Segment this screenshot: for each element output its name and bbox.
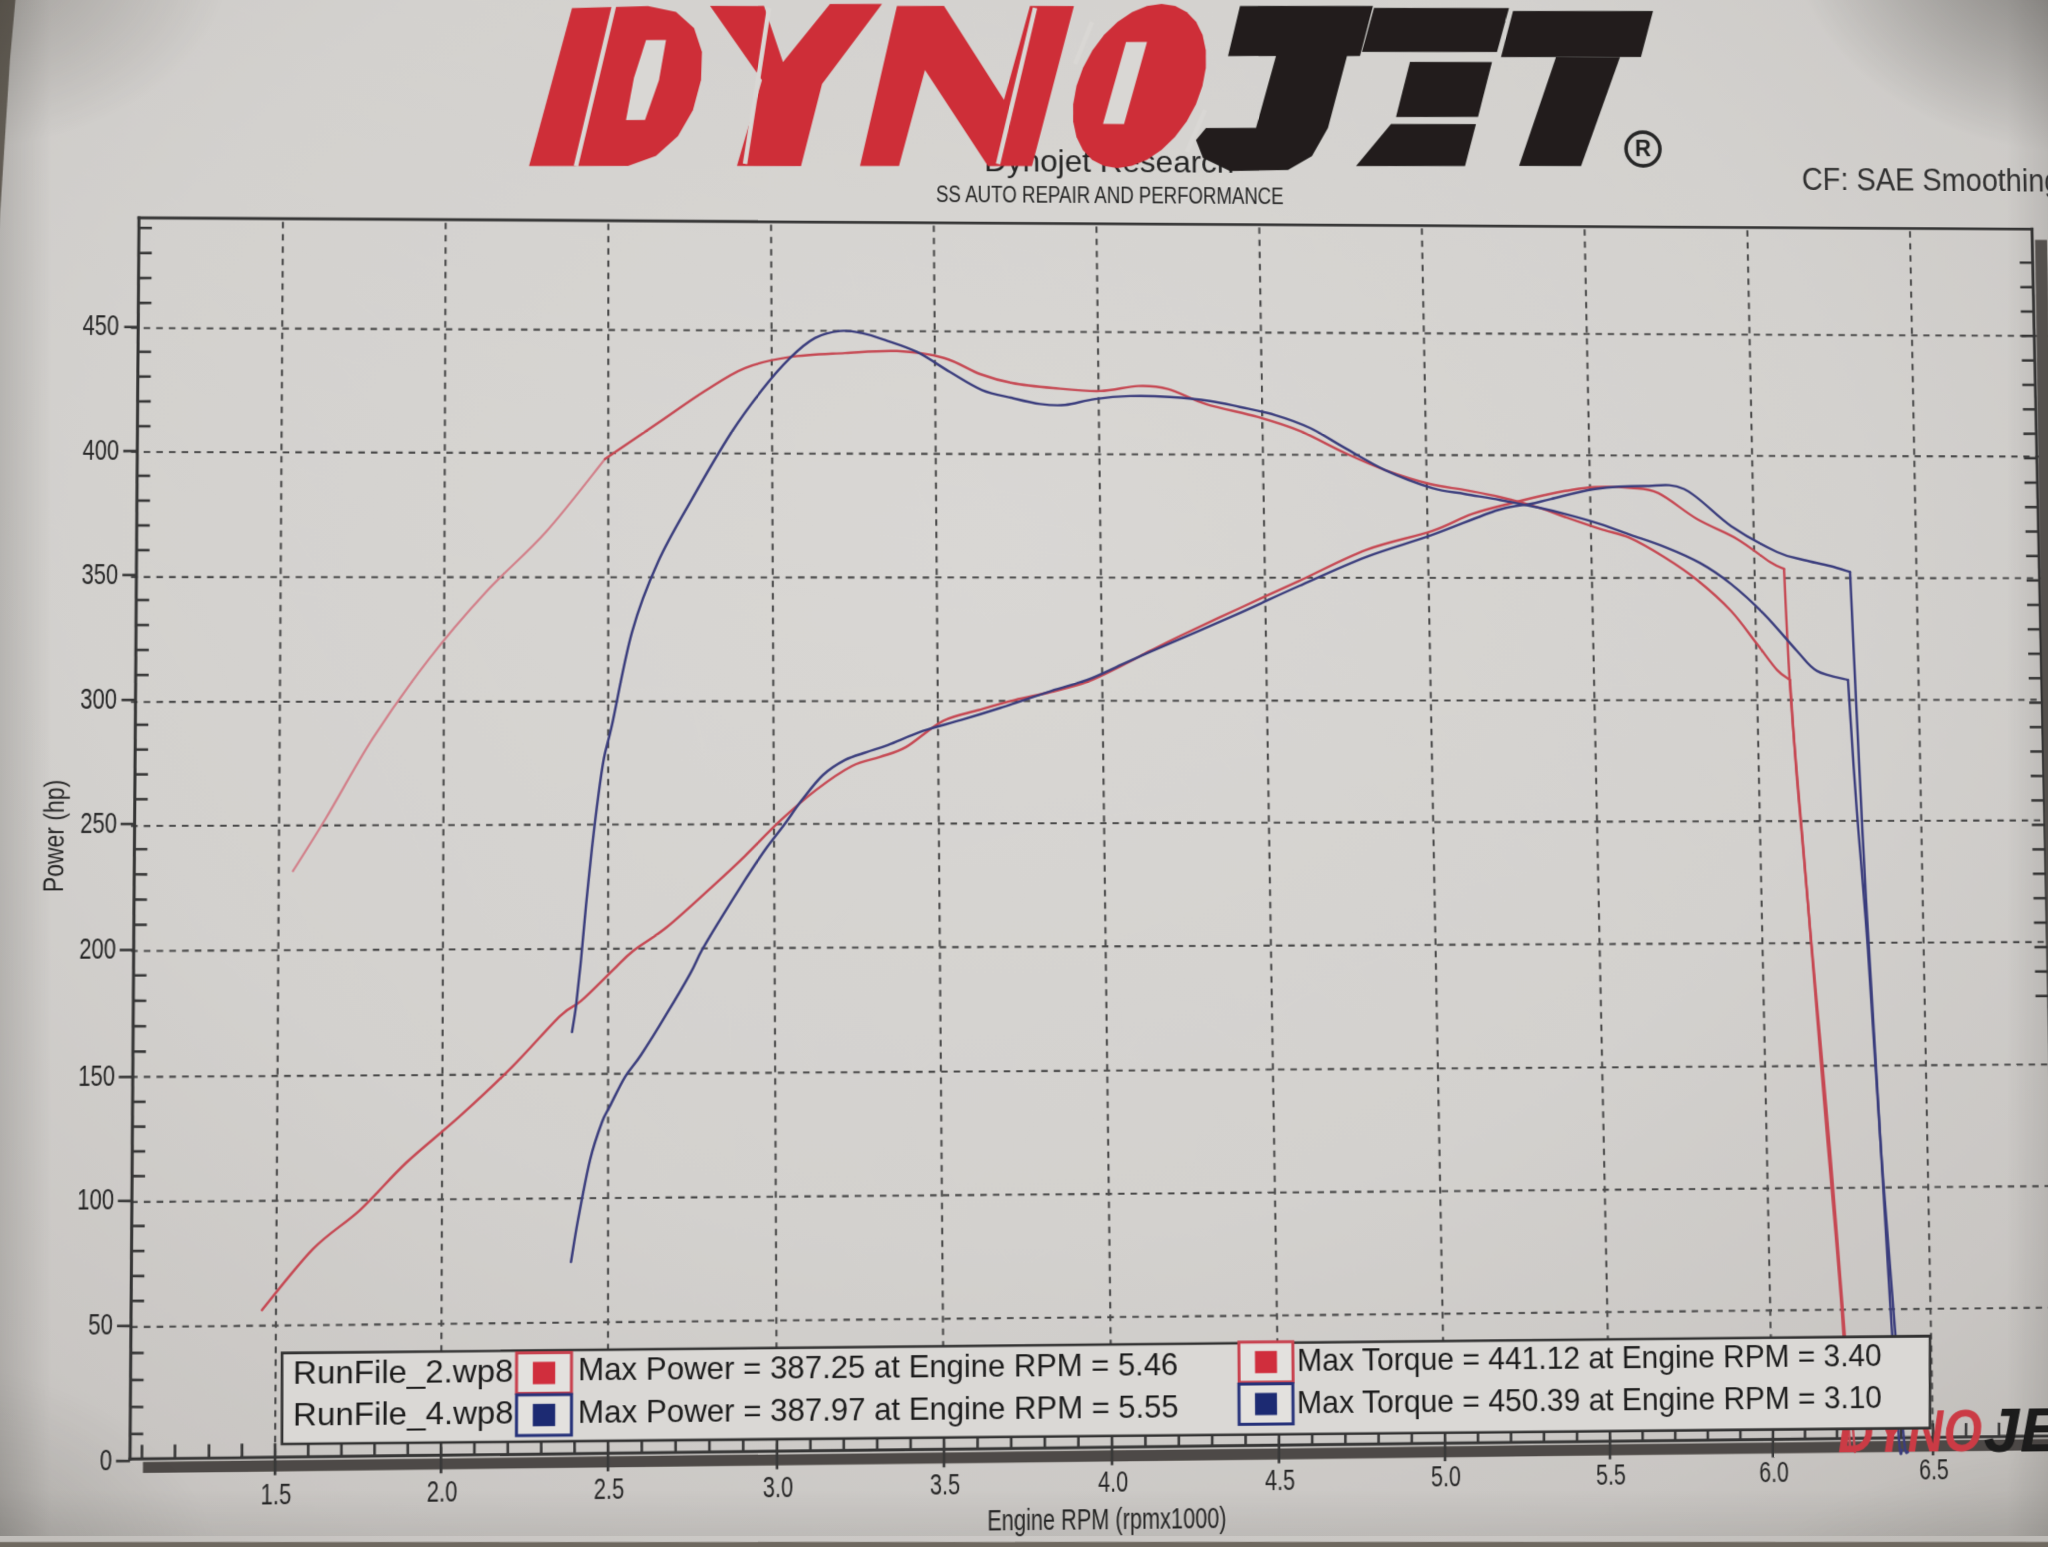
- svg-text:6.0: 6.0: [1759, 1456, 1789, 1489]
- svg-text:Max Power = 387.97 at Engine R: Max Power = 387.97 at Engine RPM = 5.55: [578, 1388, 1179, 1430]
- svg-text:CF: SAE Smoothing: CF: SAE Smoothing: [1802, 161, 2048, 198]
- svg-text:RunFile_4.wp8: RunFile_4.wp8: [293, 1394, 514, 1433]
- svg-text:2.0: 2.0: [427, 1476, 458, 1509]
- svg-text:0: 0: [99, 1444, 112, 1477]
- svg-text:RunFile_2.wp8: RunFile_2.wp8: [293, 1352, 514, 1391]
- svg-text:250: 250: [80, 808, 117, 840]
- svg-text:1.5: 1.5: [261, 1478, 292, 1511]
- svg-text:150: 150: [78, 1060, 115, 1093]
- svg-text:JET: JET: [1983, 1395, 2048, 1465]
- svg-text:400: 400: [82, 435, 119, 467]
- svg-text:3.5: 3.5: [930, 1469, 960, 1502]
- svg-text:Max Power = 387.25 at Engine R: Max Power = 387.25 at Engine RPM = 5.46: [578, 1346, 1178, 1388]
- svg-text:300: 300: [80, 684, 117, 716]
- svg-text:100: 100: [77, 1184, 114, 1217]
- svg-text:Max Torque = 441.12 at Engine: Max Torque = 441.12 at Engine RPM = 3.40: [1297, 1337, 1882, 1378]
- svg-text:4.0: 4.0: [1098, 1466, 1128, 1499]
- svg-text:450: 450: [82, 311, 119, 343]
- svg-text:Power (hp): Power (hp): [37, 780, 70, 893]
- svg-text:R: R: [1635, 136, 1652, 161]
- svg-text:SS AUTO REPAIR AND PERFORMANCE: SS AUTO REPAIR AND PERFORMANCE: [936, 181, 1284, 209]
- svg-text:3.0: 3.0: [763, 1471, 793, 1504]
- svg-text:5.0: 5.0: [1431, 1461, 1461, 1494]
- svg-text:Engine RPM (rpmx1000): Engine RPM (rpmx1000): [987, 1502, 1226, 1537]
- svg-text:5.5: 5.5: [1596, 1459, 1626, 1492]
- svg-text:200: 200: [79, 933, 116, 966]
- svg-text:4.5: 4.5: [1265, 1464, 1295, 1497]
- svg-text:350: 350: [81, 559, 118, 591]
- svg-text:50: 50: [88, 1309, 113, 1342]
- svg-text:2.5: 2.5: [594, 1473, 625, 1506]
- svg-text:Max Torque = 450.39 at Engine: Max Torque = 450.39 at Engine RPM = 3.10: [1297, 1379, 1882, 1421]
